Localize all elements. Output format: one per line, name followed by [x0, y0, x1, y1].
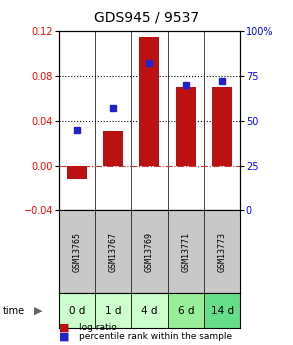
Text: GDS945 / 9537: GDS945 / 9537: [94, 10, 199, 24]
Bar: [139, 37, 159, 166]
Text: ■: ■: [59, 332, 69, 341]
Bar: [59, 293, 95, 328]
Text: log ratio: log ratio: [79, 323, 117, 332]
Bar: [176, 87, 196, 166]
Text: 6 d: 6 d: [178, 306, 194, 315]
Bar: [95, 293, 131, 328]
Text: 14 d: 14 d: [211, 306, 234, 315]
Bar: [204, 293, 240, 328]
Text: percentile rank within the sample: percentile rank within the sample: [79, 332, 232, 341]
Text: GSM13767: GSM13767: [109, 232, 117, 272]
Text: 0 d: 0 d: [69, 306, 85, 315]
Bar: [212, 87, 232, 166]
Text: GSM13773: GSM13773: [218, 232, 226, 272]
Bar: [67, 166, 87, 179]
Text: GSM13769: GSM13769: [145, 232, 154, 272]
Text: 4 d: 4 d: [141, 306, 158, 315]
Text: GSM13765: GSM13765: [72, 232, 81, 272]
Bar: [168, 293, 204, 328]
Bar: [131, 293, 168, 328]
Text: GSM13771: GSM13771: [181, 232, 190, 272]
Text: time: time: [3, 306, 25, 315]
Text: ■: ■: [59, 323, 69, 333]
Text: 1 d: 1 d: [105, 306, 121, 315]
Text: ▶: ▶: [34, 306, 42, 315]
Bar: [103, 131, 123, 166]
